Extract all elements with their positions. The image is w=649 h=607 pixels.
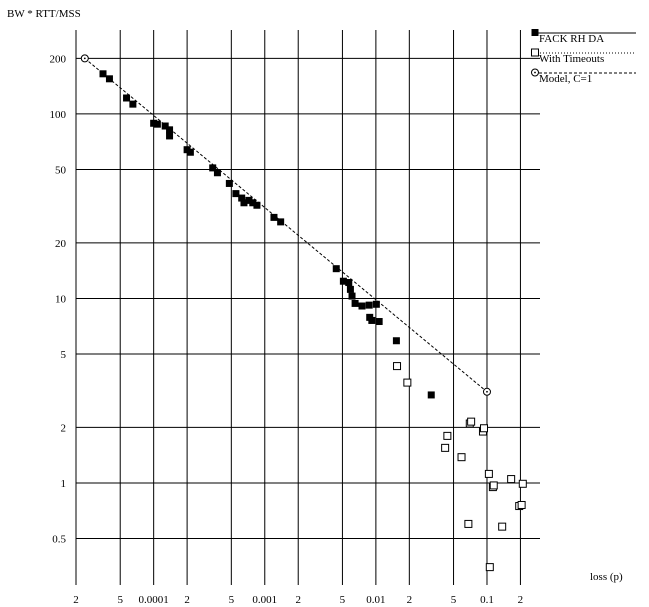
fack-point [365,301,373,309]
timeout-point [484,469,493,478]
fack-point [427,391,435,399]
fack-point [392,337,400,345]
timeout-point [517,500,526,509]
timeout-point [498,522,507,531]
x-tick-label: 5 [117,594,123,606]
y-tick-label: 0.5 [52,534,66,546]
fack-point [346,285,354,293]
fack-point [345,279,353,287]
x-tick-label: 2 [407,594,413,606]
timeout-point [443,431,452,440]
legend: FACK RH DA With Timeouts Model, C=1 [531,29,636,85]
timeout-point [467,417,476,426]
fack-point [209,164,217,172]
legend-label: With Timeouts [539,53,604,65]
fack-point [339,277,347,285]
y-tick-label: 1 [61,478,67,490]
x-tick-label: 0.0001 [139,594,169,606]
points-layer [99,70,527,572]
timeout-point [480,424,489,433]
model-series-layer [80,54,491,396]
fack-point [240,199,248,207]
y-tick-label: 2 [61,422,67,434]
grid-layer [75,30,540,585]
model-point-center [83,57,86,60]
legend-marker [531,29,539,36]
timeout-point [507,475,516,484]
x-tick-label: 5 [340,594,346,606]
fack-point [277,218,285,226]
fack-point [153,120,161,128]
fack-point [238,194,246,202]
fack-point [348,292,356,300]
y-tick-label: 5 [61,349,67,361]
x-tick-label: 5 [451,594,457,606]
timeout-point [518,479,527,488]
fack-point [372,300,380,308]
x-tick-label: 0.01 [366,594,385,606]
fack-point [129,100,137,108]
fack-point [186,148,194,156]
y-axis-label: BW * RTT/MSS [7,8,81,20]
fack-point [245,196,253,204]
fack-point [249,199,257,207]
fack-point [105,75,113,83]
fack-point [225,179,233,187]
fack-point [358,302,366,310]
legend-marker [531,48,539,57]
x-tick-label: 0.001 [252,594,277,606]
x-tick-label: 2 [295,594,301,606]
x-tick-label: 2 [184,594,190,606]
legend-label: Model, C=1 [539,73,592,85]
timeout-point [485,563,494,572]
x-tick-label: 2 [518,594,524,606]
fack-point [368,316,376,324]
fack-point [166,126,174,134]
fack-point [99,70,107,78]
fack-point [375,318,383,326]
fack-point [166,132,174,140]
timeout-point [403,378,412,387]
fack-point [253,201,261,209]
fack-point [150,119,158,127]
fack-point [270,213,278,221]
fack-point [123,94,131,102]
timeout-point [489,481,498,490]
x-tick-label: 5 [229,594,235,606]
x-axis-label: loss (p) [590,571,623,583]
x-tick-label: 2 [73,594,79,606]
model-line [84,57,488,393]
timeout-point [441,443,450,452]
fack-point [213,169,221,177]
tick-label-layer: 2 5 0.0001 2 5 0.001 2 5 0.01 2 5 0.1 2 200 100 50 20 10 5… [50,53,524,606]
fack-point [232,190,240,198]
x-tick-label: 0.1 [480,594,494,606]
fack-point [161,122,169,130]
y-tick-label: 20 [55,238,67,250]
y-tick-label: 50 [55,164,67,176]
y-tick-label: 10 [55,293,67,305]
legend-label: FACK RH DA [539,33,604,45]
legend-marker-center [534,71,536,74]
timeout-point [393,362,402,371]
y-tick-label: 200 [50,53,67,65]
model-point-center [486,390,488,393]
fack-point [351,299,359,307]
timeout-point [457,453,466,462]
fack-point [332,265,340,273]
y-tick-label: 100 [50,109,67,121]
timeout-point [464,519,473,528]
